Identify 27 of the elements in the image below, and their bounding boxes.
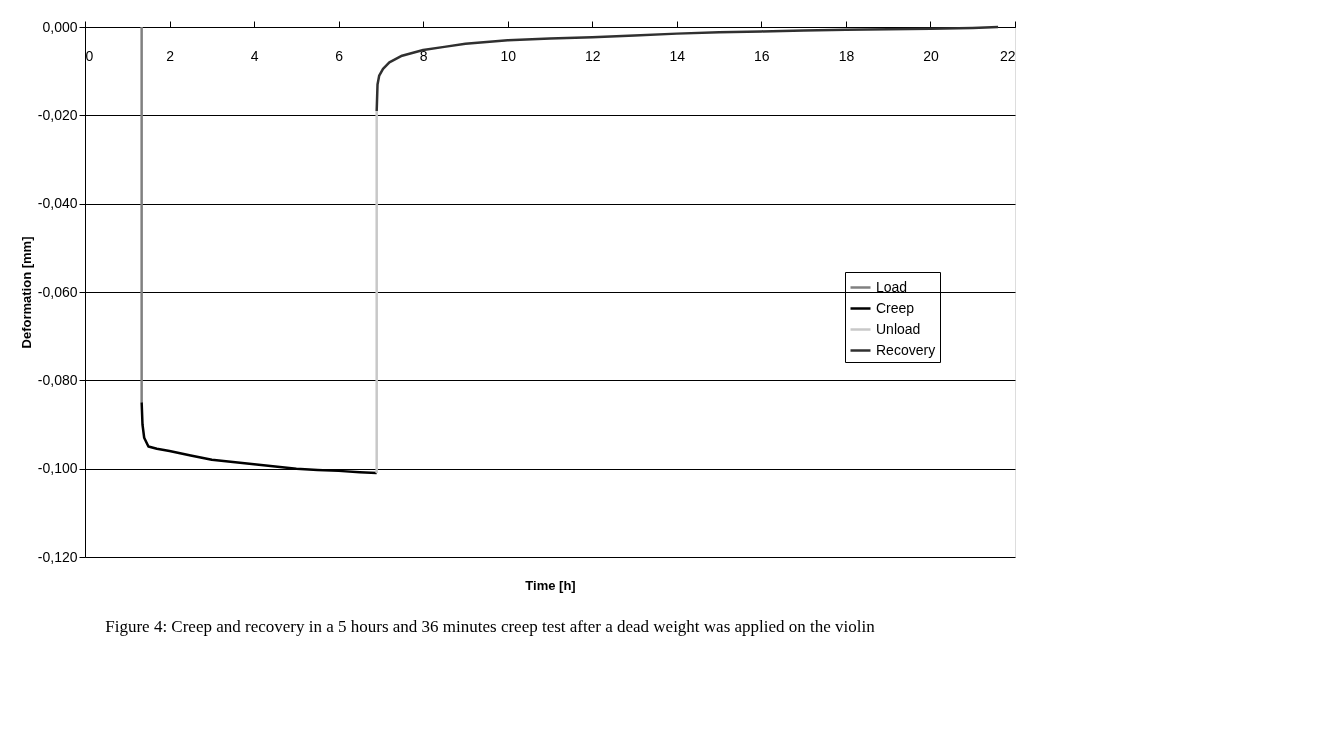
x-tick-label: 14 <box>669 47 686 64</box>
x-tick-label: 6 <box>335 47 344 64</box>
y-tick-label: 0,000 <box>42 18 78 35</box>
x-tick-label: 22 <box>999 47 1016 64</box>
x-tick-label: 4 <box>250 47 259 64</box>
y-tick-label: -0,100 <box>37 460 78 477</box>
x-tick-label: 2 <box>166 47 175 64</box>
x-tick-label: 18 <box>838 47 855 64</box>
y-tick-label: -0,120 <box>37 548 78 565</box>
y-tick-label: -0,080 <box>37 371 78 388</box>
y-tick-label: -0,020 <box>37 106 78 123</box>
caption: Figure 4: Creep and recovery in a 5 hours and 36 minutes creep test after a dead weight was applied on the violin <box>105 617 876 636</box>
x-tick-label: 10 <box>500 47 517 64</box>
legend-label: Load <box>876 278 908 295</box>
x-tick-label: 8 <box>419 47 428 64</box>
x-tick-label: 20 <box>923 47 939 64</box>
y-tick-label: -0,040 <box>37 195 78 212</box>
legend-label: Creep <box>876 299 915 316</box>
y-tick-label: -0,060 <box>37 283 78 300</box>
x-tick-label: 12 <box>584 47 601 64</box>
legend-label: Recovery <box>876 341 936 358</box>
x-tick-label: 0 <box>85 47 94 64</box>
legend-label: Unload <box>876 320 921 337</box>
line-series <box>375 25 1000 113</box>
y-axis-title: Deformation [mm] <box>18 236 34 349</box>
x-tick-label: 16 <box>754 47 770 64</box>
x-axis-title: Time [h] <box>525 577 576 593</box>
